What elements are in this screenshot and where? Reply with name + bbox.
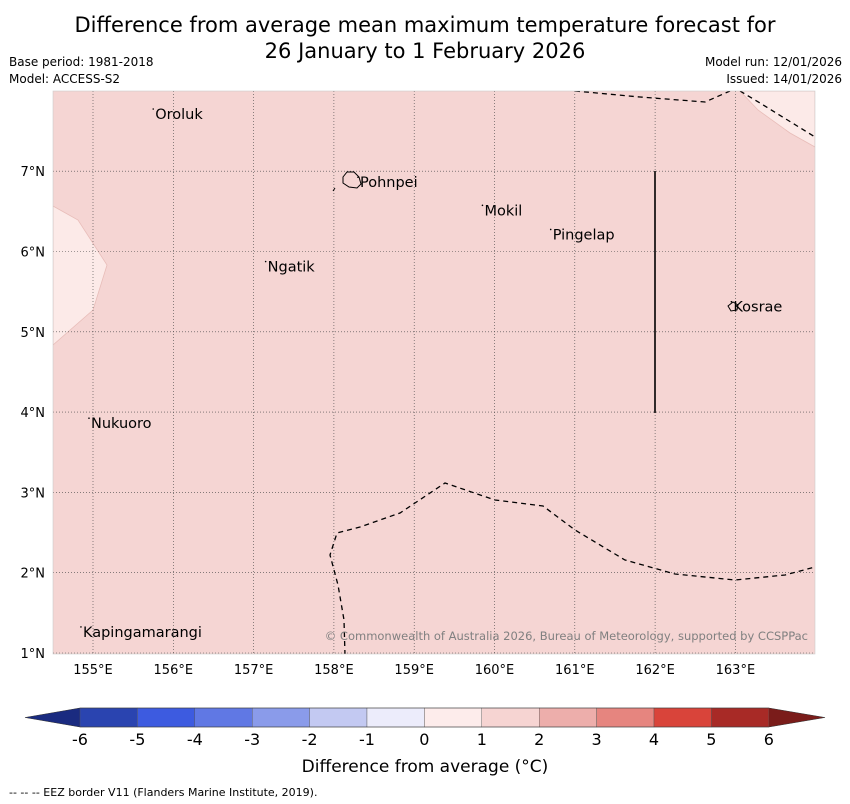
colorbar-segment [79,707,138,728]
map-frame [52,90,816,655]
place-marker [80,626,82,628]
place-label-mokil: Mokil [484,203,522,219]
longitude-label: 160°E [475,663,515,678]
pohnpei-island [342,171,362,189]
longitude-label: 163°E [716,663,756,678]
latitude-label: 6°N [21,246,46,261]
place-marker [152,108,155,110]
longitude-label: 161°E [555,663,595,678]
meta-left: Base period: 1981-2018 Model: ACCESS-S2 [9,54,154,88]
colorbar-tick: 6 [764,730,774,749]
map-title: Difference from average mean maximum tem… [0,12,850,64]
colorbar-segment [424,707,482,728]
colorbar-tick: -2 [302,730,318,749]
place-marker [549,228,552,231]
latitude-label: 7°N [21,165,46,180]
place-label-oroluk: Oroluk [155,107,203,123]
latitude-label: 4°N [21,406,46,421]
kosrae-island [727,301,739,312]
eez-footnote: -- -- -- EEZ border V11 (Flanders Marine… [9,786,318,799]
place-marker [264,260,267,263]
colorbar-tick: -5 [129,730,145,749]
longitude-label: 155°E [73,663,113,678]
title-line-2: 26 January to 1 February 2026 [264,39,586,63]
longitude-label: 157°E [234,663,274,678]
place-marker [357,176,359,179]
colorbar-extend-low [25,708,80,727]
colorbar-segment [539,707,597,728]
map-area: Oroluk Pohnpei Mokil Pingelap Ngatik Kosrae Nu… [53,91,815,654]
latitude-label: 1°N [21,647,46,662]
colorbar-tick: 4 [649,730,659,749]
place-label-nukuoro: Nukuoro [91,416,152,432]
anomaly-fill-main [53,91,815,654]
colorbar-segment [711,707,770,728]
eez-border-south [329,482,815,654]
meta-right: Model run: 12/01/2026 Issued: 14/01/2026 [705,54,842,88]
place-labels: Oroluk Pohnpei Mokil Pingelap Ngatik Kosrae Nu… [80,107,782,641]
latitude-label: 3°N [21,486,46,501]
colorbar-segment [251,707,310,728]
place-label-ngatik: Ngatik [268,260,316,276]
place-label-kapingamarangi: Kapingamarangi [83,625,202,641]
colorbar-tick: -3 [244,730,260,749]
colorbar-tick: 5 [706,730,716,749]
colorbar-tick: 3 [592,730,602,749]
colorbar-segment [596,707,655,728]
colorbar-segment [481,707,540,728]
ant-atoll [332,187,336,192]
map-figure: Oroluk Pohnpei Mokil Pingelap Ngatik Kosrae Nu… [21,90,826,749]
base-period: Base period: 1981-2018 [9,55,154,69]
colorbar-segment [653,707,712,728]
longitude-label: 162°E [635,663,675,678]
longitude-label: 159°E [394,663,434,678]
colorbar-segment [309,707,368,728]
longitude-label: 156°E [154,663,194,678]
model-name: Model: ACCESS-S2 [9,72,121,86]
eez-border-northeast [739,91,815,138]
place-label-pohnpei: Pohnpei [360,175,418,191]
graticule [53,91,815,654]
colorbar-tick: 0 [419,730,429,749]
longitude-label: 158°E [314,663,354,678]
colorbar-segment [194,707,253,728]
latitude-label: 5°N [21,326,46,341]
latitude-label: 2°N [21,567,46,582]
colorbar-tick: -6 [72,730,88,749]
issued-date: Issued: 14/01/2026 [726,72,842,86]
colorbar-extend-high [768,708,825,727]
model-run: Model run: 12/01/2026 [704,55,842,69]
anomaly-fill-west-light [53,205,108,346]
colorbar-tick: -4 [187,730,203,749]
anomaly-fill-northeast-light [739,91,815,148]
place-marker [481,204,484,207]
colorbar-tick: -1 [359,730,375,749]
title-line-1: Difference from average mean maximum tem… [74,13,776,37]
longitude-labels: 155°E 156°E 157°E 158°E 159°E 160°E 161°E 162°E… [73,663,755,678]
place-marker [88,417,90,419]
colorbar: -6 -5 -4 -3 -2 -1 0 1 2 3 4 5 6 [24,707,826,749]
place-label-pingelap: Pingelap [553,227,615,243]
copyright-notice: © Commonwealth of Australia 2026, Bureau… [325,629,808,643]
place-label-kosrae: Kosrae [733,300,782,316]
place-marker [730,300,733,303]
colorbar-segment [366,707,425,728]
colorbar-tick: 2 [534,730,544,749]
colorbar-outline [24,707,826,728]
eez-border-north [574,91,731,103]
colorbar-segment [137,707,195,728]
colorbar-tick: 1 [477,730,487,749]
colorbar-label: Difference from average (°C) [301,757,549,777]
latitude-labels: 1°N 2°N 3°N 4°N 5°N 6°N 7°N [21,165,46,662]
